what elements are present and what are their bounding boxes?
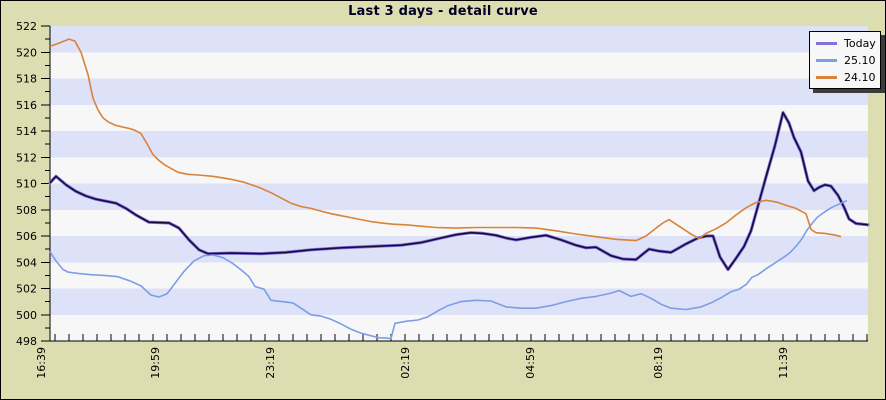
x-axis-label: 11:39 [777,347,790,379]
y-axis-label: 504 [16,256,37,269]
chart-title: Last 3 days - detail curve [348,4,538,19]
y-axis-label: 520 [16,46,37,59]
legend-entry-today: Today [816,35,880,52]
25-10-line-swatch [816,59,837,62]
series-line-25-10 [49,199,848,340]
plot-band [50,131,868,158]
legend-label-25-10: 25.10 [844,54,876,67]
legend-label-24-10: 24.10 [844,71,876,84]
x-axis-label: 16:39 [35,347,48,379]
plot-band [50,314,868,341]
y-axis-label: 502 [16,283,37,296]
x-axis-label: 19:59 [149,347,162,379]
y-axis-label: 508 [16,204,37,217]
plot-band [50,236,868,263]
legend-entry-24-10: 24.10 [816,69,880,86]
plot-band [50,78,868,105]
y-axis-label: 506 [16,230,37,243]
plot-band [50,183,868,210]
y-axis-label: 512 [16,151,37,164]
plot-band [50,157,868,184]
series-line-24-10 [49,38,842,242]
legend-entry-25-10: 25.10 [816,52,880,69]
24-10-line-swatch [816,76,837,79]
x-axis-label: 23:19 [264,347,277,379]
y-axis-label: 510 [16,178,37,191]
y-axis-label: 500 [16,309,37,322]
series-line-today [49,111,869,271]
plot-band [50,52,868,79]
plot-band [50,26,868,53]
y-axis-label: 518 [16,73,37,86]
x-axis-label: 08:19 [652,347,665,379]
plot-band [50,209,868,236]
y-axis-label: 516 [16,99,37,112]
legend-label-today: Today [844,37,876,50]
y-axis-label: 498 [16,335,37,348]
y-axis-label: 514 [16,125,37,138]
legend: Today 25.10 24.10 [809,31,881,89]
y-axis-label: 522 [16,20,37,33]
x-axis-label: 04:59 [524,347,537,379]
today-line-swatch [816,42,837,45]
x-axis-label: 02:19 [399,347,412,379]
plot-band [50,104,868,131]
